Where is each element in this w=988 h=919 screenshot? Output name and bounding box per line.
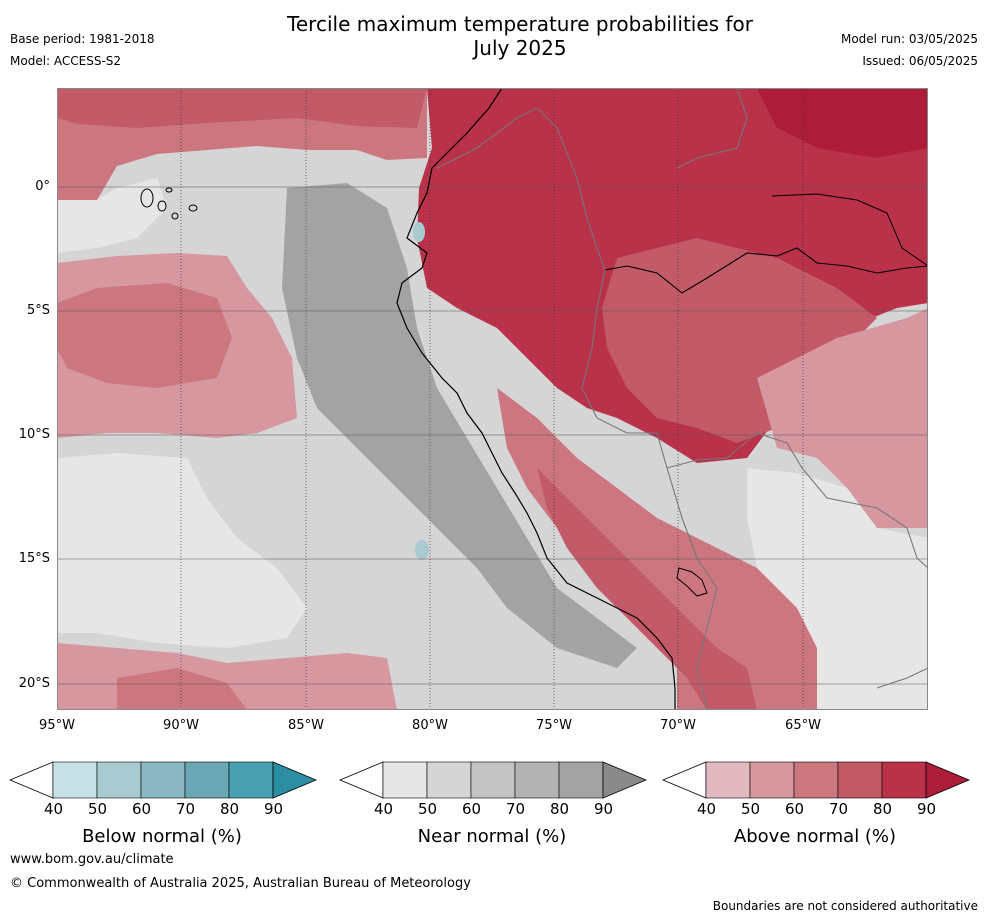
colorbar-segment [514, 761, 560, 799]
lat-label-10s: 10°S [18, 427, 50, 442]
lon-label-70w: 70°W [660, 718, 696, 733]
coastline [396, 88, 676, 710]
title-line-1: Tercile maximum temperature probabilitie… [287, 12, 753, 36]
colorbar-segment [52, 761, 98, 799]
tick: 40 [44, 800, 64, 818]
meta-left: Base period: 1981-2018 Model: ACCESS-S2 [10, 28, 155, 72]
tick: 70 [829, 800, 849, 818]
tick: 90 [264, 800, 284, 818]
above-region-southwest-core [117, 668, 247, 710]
colorbar-above [661, 761, 971, 799]
lat-label-0: 0° [35, 179, 50, 194]
gridlines [57, 186, 928, 685]
tick: 60 [785, 800, 805, 818]
copyright: © Commonwealth of Australia 2025, Austra… [10, 876, 471, 891]
tick: 80 [220, 800, 240, 818]
colorbar-below [8, 761, 318, 799]
tick: 80 [550, 800, 570, 818]
river-line-north [771, 193, 928, 267]
lat-label-15s: 15°S [18, 551, 50, 566]
colorbar-segment [426, 761, 472, 799]
meta-right: Model run: 03/05/2025 Issued: 06/05/2025 [841, 28, 978, 72]
above-region-west-core [57, 283, 232, 388]
lon-label-90w: 90°W [163, 718, 199, 733]
near-region-southeast [747, 468, 928, 710]
colorbar-near [338, 761, 648, 799]
colorbar-segment [749, 761, 795, 799]
colorbar-segment [705, 761, 751, 799]
base-period: Base period: 1981-2018 [10, 32, 155, 46]
tick: 70 [506, 800, 526, 818]
colorbar-segment [793, 761, 839, 799]
colorbar-arrow-high [602, 761, 648, 799]
tick: 90 [917, 800, 937, 818]
colorbar-below-ticks: 40 50 60 70 80 90 [8, 800, 320, 820]
below-patch-coast [413, 222, 425, 242]
issued-date: Issued: 06/05/2025 [862, 54, 978, 68]
colorbar-arrow-high [925, 761, 971, 799]
lon-label-95w: 95°W [39, 718, 75, 733]
colorbar-segment [558, 761, 604, 799]
map-title: Tercile maximum temperature probabilitie… [220, 12, 820, 60]
lat-label-5s: 5°S [26, 303, 50, 318]
model-name: Model: ACCESS-S2 [10, 54, 122, 68]
tick: 90 [594, 800, 614, 818]
title-line-2: July 2025 [473, 36, 567, 60]
tick: 40 [697, 800, 717, 818]
lon-label-80w: 80°W [412, 718, 448, 733]
colorbar-segment [470, 761, 516, 799]
tick: 60 [462, 800, 482, 818]
colorbar-near-title: Near normal (%) [417, 826, 567, 847]
colorbar-segment [184, 761, 230, 799]
colorbar-near-ticks: 40 50 60 70 80 90 [338, 800, 650, 820]
colorbar-arrow-high [272, 761, 318, 799]
colorbar-segment [881, 761, 927, 799]
lon-label-65w: 65°W [785, 718, 821, 733]
above-region-southeast [757, 308, 928, 528]
tick: 40 [374, 800, 394, 818]
tick: 70 [176, 800, 196, 818]
tick: 80 [873, 800, 893, 818]
river-line [604, 247, 928, 294]
colorbar-below-title: Below normal (%) [82, 826, 242, 847]
galapagos-islands [140, 187, 198, 220]
colorbar-arrow-low [338, 761, 384, 799]
below-patch-ocean [415, 540, 429, 560]
above-region-east-peak [757, 88, 928, 158]
near-region-west-tropics [57, 178, 167, 253]
colorbar-segment [382, 761, 428, 799]
tick: 60 [132, 800, 152, 818]
tick: 50 [741, 800, 761, 818]
website-link[interactable]: www.bom.gov.au/climate [10, 852, 174, 867]
colorbar-arrow-low [8, 761, 54, 799]
country-borders [436, 88, 928, 710]
colorbar-segment [228, 761, 274, 799]
colorbar-segment [837, 761, 883, 799]
tick: 50 [418, 800, 438, 818]
lon-label-75w: 75°W [536, 718, 572, 733]
model-run: Model run: 03/05/2025 [840, 32, 978, 46]
map-frame [57, 88, 928, 710]
tick: 50 [88, 800, 108, 818]
lake-titicaca [676, 567, 708, 597]
above-region-coastal-strip [497, 388, 827, 710]
colorbar-above-title: Above normal (%) [733, 826, 897, 847]
lat-label-20s: 20°S [18, 676, 50, 691]
colorbar-segment [140, 761, 186, 799]
near-region-light-west [57, 453, 307, 648]
colorbar-arrow-low [661, 761, 707, 799]
above-region-northwest-inner [57, 88, 427, 128]
colorbar-segment [96, 761, 142, 799]
boundary-note: Boundaries are not considered authoritat… [712, 899, 978, 913]
colorbar-above-ticks: 40 50 60 70 80 90 [661, 800, 973, 820]
near-region-coastal-tongue [282, 183, 637, 668]
lon-label-85w: 85°W [288, 718, 324, 733]
probability-map [57, 88, 928, 710]
